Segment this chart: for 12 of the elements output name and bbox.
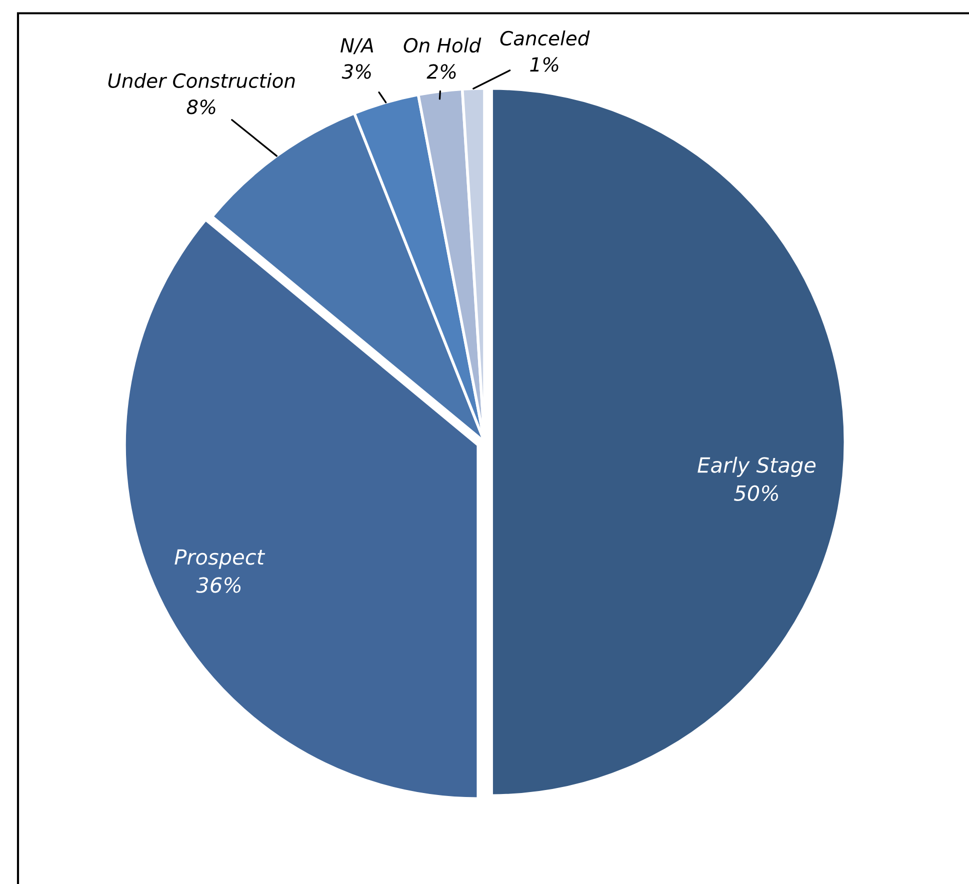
slice-label: N/A [340, 38, 374, 54]
slice-label: Under Construction [108, 72, 295, 88]
data-label: 3% [342, 64, 371, 79]
slice-label: Prospect [174, 549, 266, 569]
data-label: 50% [734, 485, 778, 501]
data-label: 36% [196, 577, 241, 593]
data-label: 1% [530, 57, 558, 72]
slice-label: Canceled [500, 30, 590, 46]
slice-label: Early Stage [698, 456, 816, 477]
slice-label: On Hold [404, 38, 482, 53]
data-label: 2% [426, 64, 456, 79]
data-label: 8% [186, 100, 216, 114]
